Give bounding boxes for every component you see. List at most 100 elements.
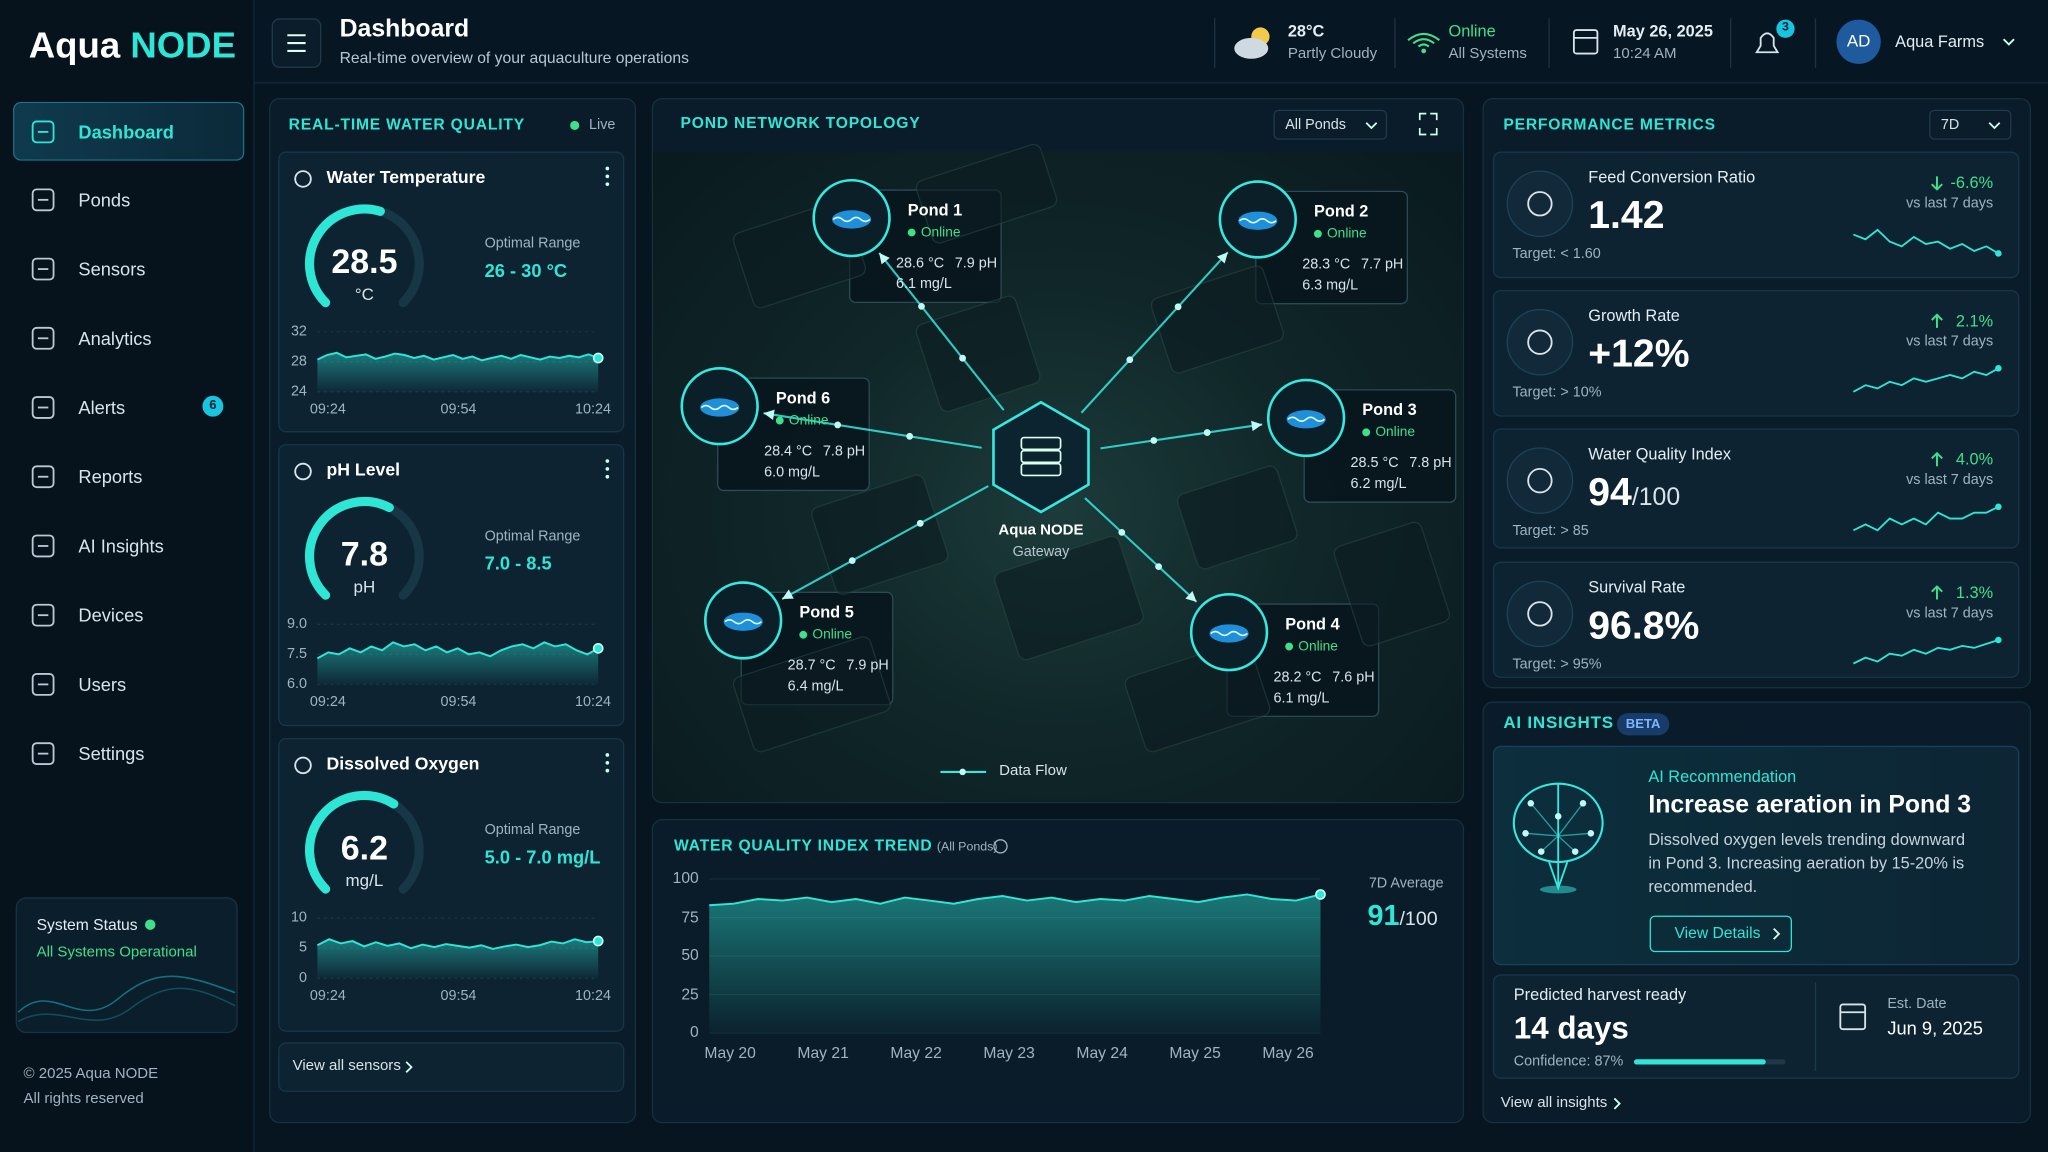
end-point	[1315, 889, 1326, 900]
pond-name[interactable]: Pond 3	[1362, 400, 1417, 420]
y-tick-label: 24	[290, 383, 307, 400]
gauge-fill	[304, 790, 399, 894]
sensor-name: Water Temperature	[326, 167, 486, 188]
pond-name[interactable]: Pond 2	[1313, 202, 1369, 221]
sparkline-end	[1995, 250, 2002, 257]
brain-glow	[1539, 885, 1577, 894]
area	[317, 642, 599, 685]
nav-item[interactable]: AI Insights	[78, 535, 164, 557]
user-name[interactable]: Aqua Farms	[1895, 32, 1985, 51]
nav-icon	[31, 603, 55, 627]
pond-status-dot	[775, 416, 784, 425]
brain-node	[1537, 848, 1545, 855]
x-tick-label: May 25	[1169, 1043, 1221, 1063]
view-details-button[interactable]	[1649, 915, 1792, 953]
flow-dot	[1118, 528, 1126, 536]
data-flow	[878, 252, 1005, 411]
metric-card	[1492, 289, 2020, 417]
header	[254, 0, 2048, 84]
metric-icon	[1506, 308, 1574, 376]
x-tick-label: 09:54	[440, 988, 477, 1004]
pond-do: 6.2 mg/L	[1350, 476, 1407, 492]
nav-badge	[202, 395, 224, 417]
pond-name[interactable]: Pond 6	[775, 388, 831, 408]
button-label[interactable]: View Details	[1674, 923, 1761, 942]
flow-dot	[916, 519, 924, 527]
nav-item[interactable]: Devices	[78, 604, 144, 626]
live-status: Live	[589, 117, 616, 133]
pond-ph: 7.6 pH	[1332, 669, 1375, 686]
pond-ph: 7.7 pH	[1360, 256, 1404, 273]
pond-status: Online	[788, 412, 829, 429]
sparkline-end	[1995, 365, 2002, 372]
nav-item[interactable]: Alerts	[78, 396, 126, 418]
recommendation-text: Dissolved oxygen levels trending downwar…	[1648, 830, 1966, 896]
pond-status: Online	[1327, 225, 1367, 242]
nav-item[interactable]: Ponds	[78, 189, 131, 211]
nav-item[interactable]: Users	[78, 673, 127, 695]
pond-status-dot	[799, 630, 808, 639]
metric-icon	[1506, 580, 1574, 648]
nav-icon	[31, 326, 55, 350]
pond-do: 6.4 mg/L	[787, 678, 844, 695]
line	[709, 893, 1321, 907]
x-tick-label: May 24	[1076, 1043, 1128, 1063]
wifi-dot	[1421, 48, 1427, 54]
change-arrow	[1931, 585, 1943, 600]
nav-icon	[31, 673, 55, 696]
period-label[interactable]: 7D	[1940, 116, 1960, 133]
chevron	[1365, 122, 1378, 130]
change-arrow	[1931, 313, 1943, 328]
menu-dot	[605, 166, 610, 171]
pond-status-dot	[1362, 428, 1371, 437]
panel-title: AI INSIGHTS	[1503, 712, 1614, 733]
pond-name[interactable]: Pond 1	[907, 200, 963, 220]
link[interactable]: View all sensors	[292, 1058, 401, 1075]
sensor-unit: pH	[353, 576, 376, 597]
gateway-name: Aqua NODE	[998, 522, 1084, 539]
pond-temp: 28.5 °C	[1350, 455, 1399, 472]
weather-condition: Partly Cloudy	[1287, 46, 1378, 62]
sparkline	[1852, 505, 1999, 532]
pond-status: Online	[1298, 638, 1338, 655]
gateway-icon	[1020, 462, 1062, 477]
menu-dot	[605, 182, 610, 186]
nav-item[interactable]: Settings	[78, 743, 145, 765]
nav-item[interactable]: Analytics	[78, 327, 152, 349]
map-pond	[915, 143, 1058, 244]
menu-dot	[605, 753, 610, 757]
notification-count: 3	[1782, 20, 1789, 35]
pond-name[interactable]: Pond 4	[1285, 614, 1340, 634]
x-tick-label: 09:24	[309, 401, 346, 418]
avatar	[1836, 19, 1881, 64]
brain-node	[1527, 799, 1535, 807]
pond-filter-label[interactable]: All Ponds	[1285, 116, 1346, 133]
map-pond	[732, 636, 891, 753]
end-point	[592, 935, 604, 947]
view-all-sensors[interactable]	[278, 1042, 625, 1092]
metric-number: +12%	[1588, 332, 1690, 376]
metric-compare: vs last 7 days	[1906, 195, 1994, 212]
system-status	[15, 897, 238, 1034]
metric-target: Target: > 10%	[1512, 384, 1602, 401]
x-tick-label: May 21	[797, 1043, 849, 1063]
sensor-value: 28.5	[331, 241, 398, 281]
nav-active[interactable]	[13, 101, 245, 161]
pond-temp: 28.2 °C	[1273, 669, 1322, 686]
pond-icon-wave	[700, 404, 739, 411]
nav-item[interactable]: Reports	[78, 466, 143, 488]
metric-target: Target: > 95%	[1512, 656, 1602, 673]
line	[316, 351, 599, 362]
pond-icon-wave	[1287, 416, 1325, 423]
nav-item[interactable]: Dashboard	[78, 121, 174, 143]
nav-item[interactable]: Sensors	[78, 258, 146, 280]
pond-icon-wave	[1239, 217, 1277, 224]
flow-arrow	[1185, 590, 1197, 602]
link[interactable]: View all insights	[1500, 1095, 1608, 1111]
menu-dot	[605, 474, 610, 479]
pond-name[interactable]: Pond 5	[799, 603, 854, 622]
metric-suffix: /100	[1631, 484, 1681, 512]
avatar-initials[interactable]: AD	[1846, 30, 1871, 51]
brain-node	[1587, 830, 1595, 837]
flow-dot	[906, 432, 914, 440]
